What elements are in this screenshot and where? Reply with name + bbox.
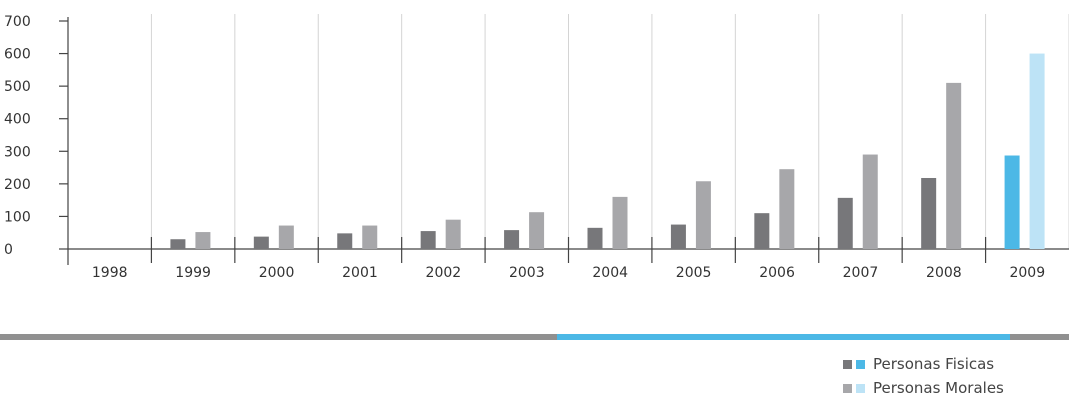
y-tick-label: 500 bbox=[4, 79, 31, 95]
divider-gray-left bbox=[0, 334, 557, 340]
bar-morales bbox=[529, 212, 545, 249]
legend-swatch-morales bbox=[843, 383, 852, 393]
divider-gray-right bbox=[1010, 334, 1069, 340]
y-tick-label: 300 bbox=[4, 144, 31, 160]
bar-fisicas bbox=[504, 230, 520, 249]
bar-fisicas bbox=[420, 231, 436, 249]
y-tick-label: 600 bbox=[4, 47, 31, 63]
x-tick-label: 2002 bbox=[426, 265, 462, 281]
legend-label-fisicas: Personas Fisicas bbox=[873, 355, 995, 373]
bar-morales bbox=[862, 154, 878, 249]
x-tick-label: 2004 bbox=[592, 265, 628, 281]
y-tick-label: 200 bbox=[4, 177, 31, 193]
x-tick-label: 1999 bbox=[175, 265, 211, 281]
bar-morales bbox=[612, 196, 628, 249]
decorative-divider bbox=[0, 334, 1069, 340]
labels: 0 100 200 300 400 500 600 700 1998 1999 2000 2001 20… bbox=[4, 14, 1045, 281]
bar-morales bbox=[445, 219, 461, 249]
bar-fisicas bbox=[837, 197, 853, 249]
y-tick-label: 0 bbox=[4, 242, 13, 258]
x-tick-label: 1998 bbox=[92, 265, 128, 281]
bar-morales bbox=[278, 225, 294, 249]
legend-swatch-fisicas bbox=[843, 359, 852, 369]
bar-morales bbox=[779, 169, 795, 249]
legend: Personas Fisicas Personas Morales bbox=[843, 352, 1004, 400]
legend-swatch-morales-highlight bbox=[856, 383, 865, 393]
bars bbox=[170, 53, 1045, 250]
grid bbox=[150, 14, 1069, 249]
bar-fisicas bbox=[337, 233, 353, 249]
y-tick-label: 700 bbox=[4, 14, 31, 30]
bar-fisicas bbox=[1004, 155, 1020, 249]
axes bbox=[59, 17, 1069, 265]
bar-fisicas bbox=[754, 213, 770, 249]
bar-fisicas bbox=[587, 227, 603, 249]
legend-label-morales: Personas Morales bbox=[873, 379, 1004, 397]
x-tick-label: 2005 bbox=[676, 265, 712, 281]
bar-morales bbox=[946, 82, 962, 249]
x-tick-label: 2000 bbox=[259, 265, 295, 281]
legend-item-morales: Personas Morales bbox=[843, 376, 1004, 400]
y-tick-label: 100 bbox=[4, 209, 31, 225]
legend-swatch-fisicas-highlight bbox=[856, 359, 865, 369]
bar-chart: 0 100 200 300 400 500 600 700 1998 1999 2000 2001 20… bbox=[4, 14, 1069, 281]
legend-item-fisicas: Personas Fisicas bbox=[843, 352, 1004, 376]
x-tick-label: 2008 bbox=[926, 265, 962, 281]
y-tick-label: 400 bbox=[4, 112, 31, 128]
x-tick-label: 2007 bbox=[843, 265, 879, 281]
divider-blue-middle bbox=[557, 334, 1010, 340]
bar-fisicas bbox=[170, 239, 186, 249]
bar-fisicas bbox=[670, 224, 686, 249]
bar-fisicas bbox=[921, 177, 937, 249]
x-tick-label: 2001 bbox=[342, 265, 378, 281]
bar-fisicas bbox=[253, 236, 269, 249]
x-tick-label: 2009 bbox=[1009, 265, 1045, 281]
x-tick-label: 2006 bbox=[759, 265, 795, 281]
bar-morales bbox=[195, 232, 211, 249]
bar-morales bbox=[1029, 53, 1045, 250]
x-tick-label: 2003 bbox=[509, 265, 545, 281]
bar-morales bbox=[362, 225, 378, 249]
bar-morales bbox=[695, 181, 711, 249]
